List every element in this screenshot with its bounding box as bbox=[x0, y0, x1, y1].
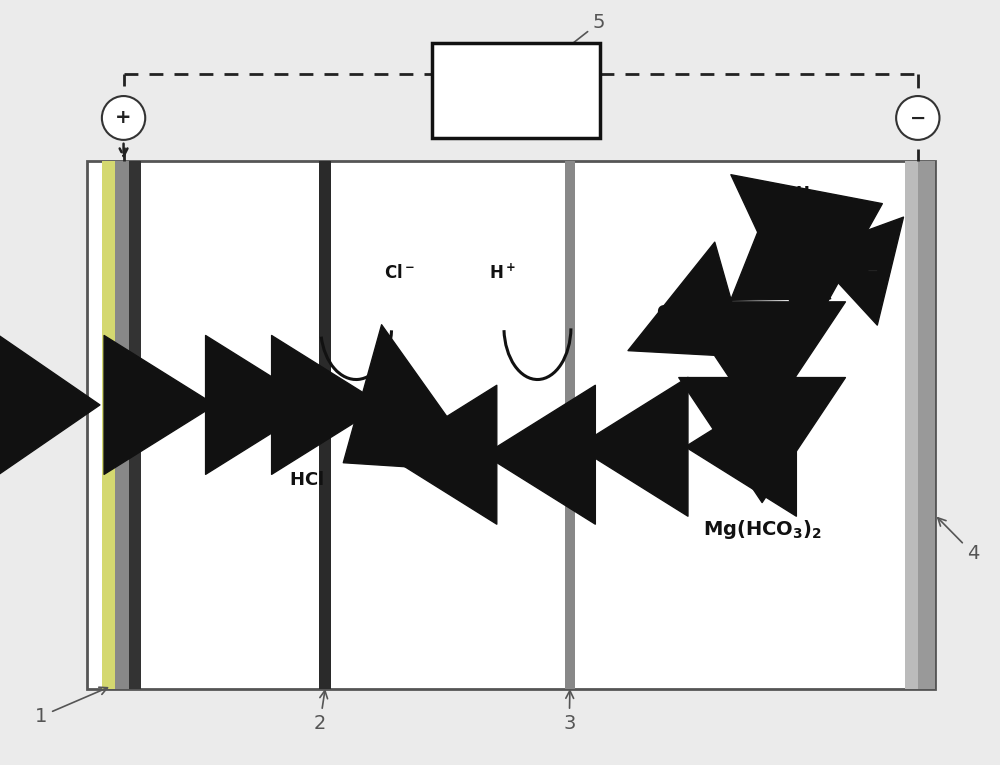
Text: $\mathbf{H_2}$: $\mathbf{H_2}$ bbox=[795, 184, 818, 203]
Text: −: − bbox=[910, 109, 926, 128]
Text: $\mathbf{H^+}$: $\mathbf{H^+}$ bbox=[231, 396, 258, 415]
Text: $\mathbf{H^+}$: $\mathbf{H^+}$ bbox=[399, 396, 426, 415]
Text: 5: 5 bbox=[537, 13, 605, 71]
Text: $\mathbf{MgCl_2}$: $\mathbf{MgCl_2}$ bbox=[739, 436, 795, 457]
Text: $\mathbf{Cl^-}$: $\mathbf{Cl^-}$ bbox=[650, 438, 681, 456]
Bar bbox=[432, 44, 600, 138]
Text: 3: 3 bbox=[563, 691, 575, 733]
Text: 2: 2 bbox=[314, 691, 328, 733]
Text: $\mathbf{H^+}$: $\mathbf{H^+}$ bbox=[489, 264, 515, 283]
Text: +: + bbox=[115, 109, 132, 128]
Bar bbox=[905, 161, 918, 689]
Text: 1: 1 bbox=[35, 687, 107, 726]
Text: 4: 4 bbox=[938, 518, 979, 563]
Text: $\mathbf{Cl^-}$: $\mathbf{Cl^-}$ bbox=[522, 434, 553, 452]
Text: $\mathbf{H_2}$: $\mathbf{H_2}$ bbox=[18, 395, 43, 415]
Circle shape bbox=[102, 96, 145, 140]
Bar bbox=[319, 161, 331, 689]
Bar bbox=[918, 161, 935, 689]
Bar bbox=[87, 161, 935, 689]
Bar bbox=[565, 161, 575, 689]
Text: −: − bbox=[867, 263, 878, 278]
Text: $\mathbf{CO_2{+}H_2O}$: $\mathbf{CO_2{+}H_2O}$ bbox=[656, 303, 743, 324]
Text: $\mathbf{Cl^-}$: $\mathbf{Cl^-}$ bbox=[384, 265, 415, 282]
Text: $\mathbf{Cl^-}$: $\mathbf{Cl^-}$ bbox=[429, 434, 460, 452]
Bar bbox=[129, 161, 141, 689]
Text: $\mathbf{Mg(HCO_3)_2}$: $\mathbf{Mg(HCO_3)_2}$ bbox=[703, 518, 822, 541]
Circle shape bbox=[896, 96, 939, 140]
Text: $\mathbf{H^+}$: $\mathbf{H^+}$ bbox=[770, 248, 797, 267]
Text: $\mathbf{HCO_3^{-}}$: $\mathbf{HCO_3^{-}}$ bbox=[737, 359, 788, 381]
Circle shape bbox=[856, 253, 889, 288]
Bar bbox=[115, 161, 129, 689]
Bar bbox=[102, 161, 115, 689]
Text: $\mathbf{HCl}$: $\mathbf{HCl}$ bbox=[289, 470, 324, 489]
